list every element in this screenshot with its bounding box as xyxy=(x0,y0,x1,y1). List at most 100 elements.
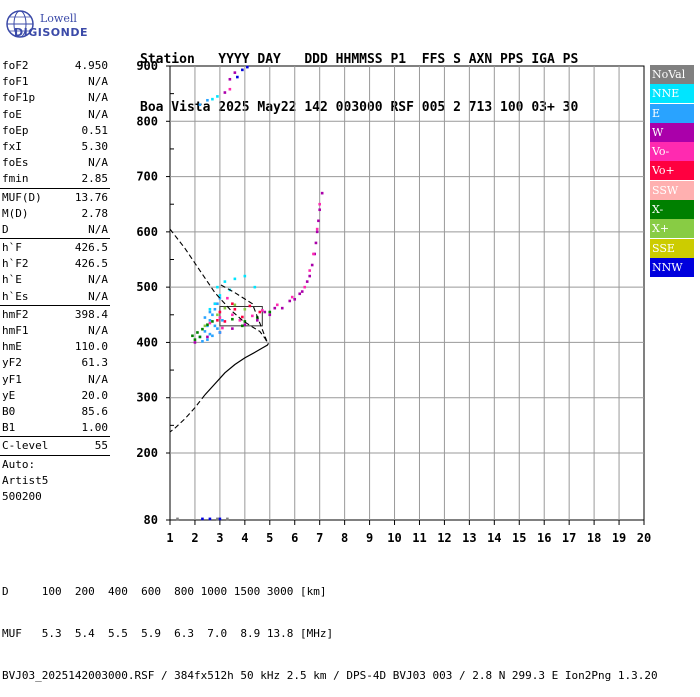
echo-point xyxy=(251,314,254,318)
x-tick-label: 19 xyxy=(612,531,626,545)
param-label: MUF(D) xyxy=(2,190,42,204)
echo-point xyxy=(320,191,324,195)
echo-point xyxy=(241,315,244,319)
echo-point xyxy=(268,313,272,317)
echo-point xyxy=(238,319,242,322)
x-tick-label: 14 xyxy=(487,531,501,545)
echo-point xyxy=(218,310,222,314)
echo-point xyxy=(218,517,222,521)
param-row: yF1 N/A xyxy=(0,372,110,388)
param-label: foE xyxy=(2,107,22,121)
echo-point xyxy=(196,331,199,334)
echo-point xyxy=(191,334,194,338)
x-tick-label: 13 xyxy=(462,531,476,545)
param-label: foF1 xyxy=(2,75,29,89)
legend-item: Vo- xyxy=(650,142,694,162)
param-separator xyxy=(0,238,110,240)
legend-item: NNE xyxy=(650,84,694,104)
echo-point xyxy=(290,295,294,299)
echo-point xyxy=(201,517,204,521)
y-tick-label: 80 xyxy=(144,513,158,527)
echo-point xyxy=(303,285,307,289)
param-value: 61.3 xyxy=(81,356,109,370)
param-row: hmE 110.0 xyxy=(0,339,110,355)
echo-point xyxy=(256,319,259,322)
echo-point xyxy=(208,319,212,322)
echo-point xyxy=(218,294,222,297)
echo-point xyxy=(216,327,219,330)
echo-point xyxy=(226,517,229,521)
ionogram-plot: 1 2 3 4 5 6 7 8 9 10 11 12 13 14 15 16 17 18 19 20802003004… xyxy=(136,59,651,545)
echo-point xyxy=(243,274,247,278)
echo-point xyxy=(208,517,212,521)
param-label: hmF2 xyxy=(2,307,29,321)
echo-point xyxy=(315,230,319,234)
footer: D 100 200 400 600 800 1000 1500 3000 [km… xyxy=(2,557,658,697)
echo-point xyxy=(246,65,249,69)
param-label: yF1 xyxy=(2,372,22,386)
param-label: foEs xyxy=(2,156,29,170)
echo-point xyxy=(243,320,247,323)
param-separator xyxy=(0,436,110,438)
echo-point xyxy=(243,323,247,327)
x-tick-label: 15 xyxy=(512,531,526,545)
echo-point xyxy=(305,280,309,283)
legend-item: X- xyxy=(650,200,694,220)
param-row: foF1p N/A xyxy=(0,90,110,106)
param-row: hmF1 N/A xyxy=(0,323,110,339)
echo-point xyxy=(216,319,219,322)
legend-item: Vo+ xyxy=(650,161,694,181)
echo-point xyxy=(310,263,314,267)
param-value: 0.51 xyxy=(81,123,109,137)
echo-point xyxy=(253,285,257,289)
param-row: fmin 2.85 xyxy=(0,171,110,187)
echo-point xyxy=(206,335,209,339)
echo-point xyxy=(213,307,217,311)
echo-point xyxy=(206,98,209,102)
echo-point xyxy=(275,303,279,307)
echo-point xyxy=(201,340,204,343)
y-tick-label: 500 xyxy=(136,280,158,294)
param-row: fxI 5.30 xyxy=(0,139,110,155)
echo-point xyxy=(213,302,217,306)
param-row: foF2 4.950 xyxy=(0,58,110,74)
param-value: N/A xyxy=(88,222,108,236)
param-separator xyxy=(0,187,110,189)
echo-point xyxy=(314,241,318,245)
echo-point xyxy=(318,202,321,206)
echo-point xyxy=(280,306,284,310)
param-row: yF2 61.3 xyxy=(0,355,110,371)
echo-point xyxy=(312,252,315,256)
echo-point xyxy=(203,330,207,333)
param-row: h`Es N/A xyxy=(0,289,110,305)
echo-point xyxy=(208,310,212,314)
param-separator xyxy=(0,454,110,456)
param-value: N/A xyxy=(88,75,108,89)
echo-point xyxy=(216,285,219,289)
echo-point xyxy=(216,95,219,98)
legend-item: SSW xyxy=(650,180,694,200)
echo-point xyxy=(218,331,222,334)
echo-point xyxy=(231,317,234,321)
echo-point xyxy=(317,219,320,223)
x-tick-label: 7 xyxy=(316,531,323,545)
x-tick-label: 18 xyxy=(587,531,601,545)
param-value: 1.00 xyxy=(81,421,109,435)
param-value: 426.5 xyxy=(74,257,108,271)
y-tick-label: 300 xyxy=(136,391,158,405)
echo-point xyxy=(218,296,222,300)
x-tick-label: 3 xyxy=(216,531,223,545)
y-tick-label: 700 xyxy=(136,170,158,184)
echo-point xyxy=(263,310,267,314)
echo-point xyxy=(216,517,219,521)
echo-point xyxy=(193,338,197,341)
echo-point xyxy=(216,313,219,317)
x-tick-label: 20 xyxy=(637,531,651,545)
echo-point xyxy=(241,68,244,72)
logo-globe-icon xyxy=(6,10,34,38)
param-value: 110.0 xyxy=(74,340,108,354)
echo-point xyxy=(241,324,244,328)
legend-item: X+ xyxy=(650,219,694,239)
echo-point xyxy=(211,97,214,101)
echo-point xyxy=(206,338,209,341)
